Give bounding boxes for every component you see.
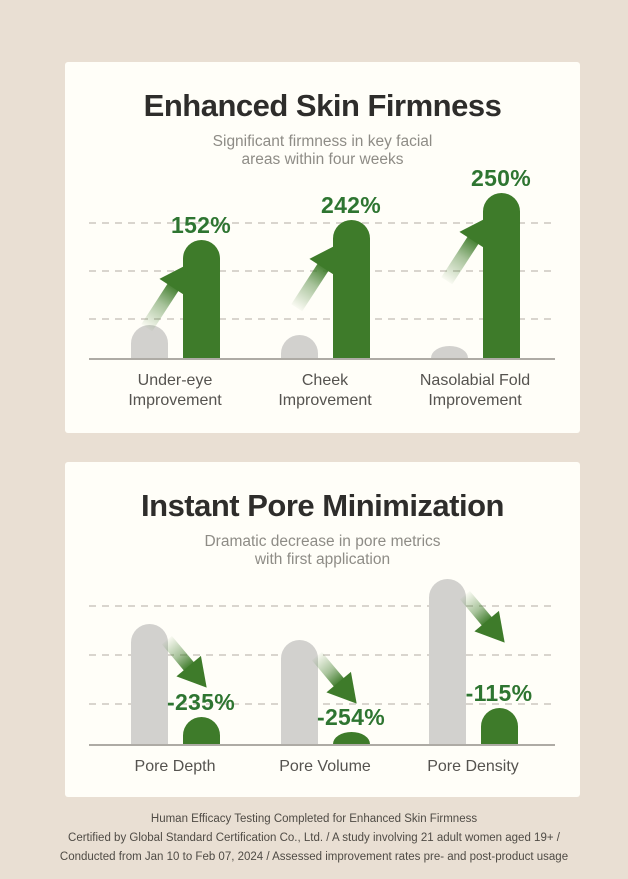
footer-line-1: Human Efficacy Testing Completed for Enh… <box>150 813 478 825</box>
pore-chart-title: Instant Pore Minimization <box>141 488 504 523</box>
category-label-line: Pore Depth <box>134 758 216 775</box>
pore-chart-card: Instant Pore Minimization Dramatic decre… <box>65 462 580 797</box>
grid-line-1 <box>89 605 555 607</box>
firmness-subtitle-line-2: areas within four weeks <box>241 151 404 168</box>
firmness-subtitle-line-1: Significant firmness in key facial <box>212 133 433 150</box>
before-bar <box>130 325 168 358</box>
decrease-arrow-icon <box>448 581 526 662</box>
category-label-line: Nasolabial Fold <box>419 372 531 389</box>
category-label-line: Pore Density <box>427 758 519 775</box>
before-bar <box>428 579 466 744</box>
firmness-chart-plot: 152% Under-eye Improvement 242% Cheek Improve… <box>65 62 580 433</box>
value-label: -235% <box>167 689 235 715</box>
arrow-up-icon <box>291 244 339 312</box>
after-bar <box>482 193 520 358</box>
arrow-up-icon <box>441 217 489 285</box>
arrow-down-icon <box>161 635 207 688</box>
grid-line-3 <box>89 318 555 320</box>
category-label: Cheek Improvement <box>235 371 415 410</box>
before-bar <box>430 346 468 358</box>
pore-subtitle-line-2: with first application <box>254 551 391 568</box>
grid-line-3 <box>89 703 555 705</box>
after-bar <box>332 732 370 744</box>
category-label-line: Under-eye <box>137 372 213 389</box>
category-label-line: Pore Volume <box>279 758 371 775</box>
improvement-arrow-icon <box>125 250 209 345</box>
footer-line-2: Certified by Global Standard Certificati… <box>68 832 560 844</box>
after-bar <box>480 708 518 744</box>
arrow-down-icon <box>459 590 505 643</box>
before-bar <box>280 640 318 744</box>
arrow-down-icon <box>311 651 357 704</box>
category-label-line: Cheek <box>301 372 349 389</box>
firmness-chart-title: Enhanced Skin Firmness <box>143 88 502 123</box>
category-label: Nasolabial Fold Improvement <box>385 371 565 410</box>
x-axis-line <box>89 744 555 746</box>
decrease-arrow-icon <box>300 642 378 723</box>
firmness-chart-card: Enhanced Skin Firmness Significant firmn… <box>65 62 580 433</box>
value-label: -254% <box>317 704 385 730</box>
footer-disclaimer: Human Efficacy Testing Completed for Enh… <box>0 810 628 867</box>
category-label-line: Improvement <box>428 391 522 409</box>
category-label: Pore Volume <box>235 757 415 777</box>
category-label-line: Improvement <box>128 391 222 409</box>
pore-chart-plot: -235% Pore Depth -254% Pore Volume -115% Pore… <box>65 462 580 797</box>
after-bar <box>332 220 370 358</box>
value-label: 152% <box>170 212 232 238</box>
category-label-line: Improvement <box>278 391 372 409</box>
after-bar <box>182 240 220 358</box>
pore-subtitle-line-1: Dramatic decrease in pore metrics <box>204 533 441 550</box>
category-label: Under-eye Improvement <box>85 371 265 410</box>
value-label: 242% <box>320 192 382 218</box>
pore-chart-subtitle: Dramatic decrease in pore metrics with f… <box>65 533 580 569</box>
category-label: Pore Density <box>383 757 563 777</box>
decrease-arrow-icon <box>150 626 228 707</box>
before-bar <box>130 624 168 744</box>
firmness-chart-subtitle: Significant firmness in key facial areas… <box>65 133 580 169</box>
footer-line-3: Conducted from Jan 10 to Feb 07, 2024 / … <box>59 851 569 863</box>
after-bar <box>182 717 220 744</box>
x-axis-line <box>89 358 555 360</box>
before-bar <box>280 335 318 358</box>
value-label: -115% <box>465 680 533 706</box>
improvement-arrow-icon <box>425 203 509 298</box>
category-label: Pore Depth <box>85 757 265 777</box>
improvement-arrow-icon <box>275 230 359 325</box>
arrow-up-icon <box>141 264 189 332</box>
grid-line-1 <box>89 222 555 224</box>
value-label: 250% <box>470 165 532 191</box>
